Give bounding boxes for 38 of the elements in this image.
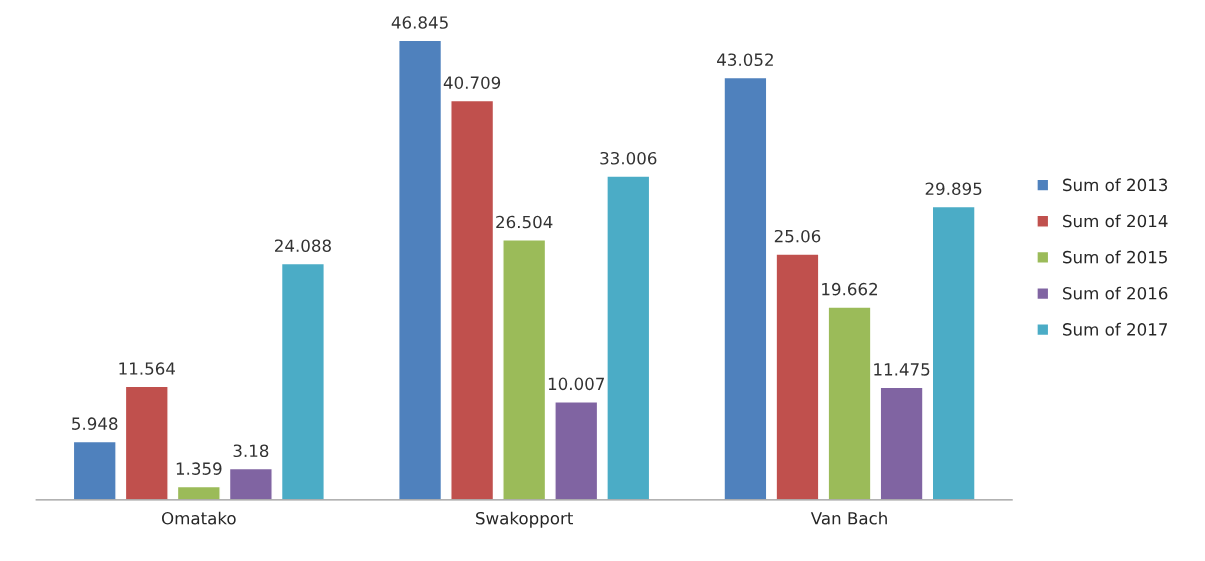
legend-label: Sum of 2014: [1063, 214, 1168, 228]
bar: [228, 467, 273, 500]
data-label: 40.709: [443, 76, 501, 89]
bar: [450, 99, 495, 500]
data-label: 11.475: [874, 363, 930, 376]
data-label: 29.895: [925, 182, 982, 196]
data-label: 10.007: [548, 377, 604, 391]
x-tick-label: Omatako: [161, 511, 236, 525]
bar: [72, 440, 117, 500]
data-label: 1.359: [176, 462, 222, 475]
data-label: 5.948: [72, 417, 118, 430]
bar: [398, 39, 443, 500]
data-label: 24.088: [275, 239, 331, 253]
bar: [723, 76, 768, 500]
data-label: 19.662: [822, 282, 878, 296]
legend-label: Sum of 2016: [1063, 286, 1168, 300]
bar: [176, 485, 221, 500]
x-tick-label: Swakopport: [476, 511, 573, 528]
bar: [502, 239, 547, 500]
bar: [775, 253, 820, 500]
legend-label: Sum of 2017: [1063, 322, 1167, 336]
legend-label: Sum of 2015: [1063, 250, 1167, 264]
data-label: 26.504: [496, 215, 553, 229]
x-tick-label: Van Bach: [810, 511, 887, 525]
data-label: 33.006: [600, 151, 657, 165]
legend-label: Sum of 2013: [1063, 178, 1168, 192]
bar: [280, 262, 325, 500]
data-label: 3.18: [233, 444, 269, 458]
bar: [931, 205, 976, 500]
bar: [879, 386, 924, 500]
bar: [124, 385, 169, 500]
data-label: 46.845: [391, 16, 448, 29]
data-label: 11.564: [119, 362, 175, 375]
data-label: 43.052: [717, 53, 773, 67]
bar: [606, 175, 651, 500]
bar: [554, 401, 599, 500]
data-label: 25.06: [774, 229, 821, 243]
bar: [827, 306, 872, 500]
